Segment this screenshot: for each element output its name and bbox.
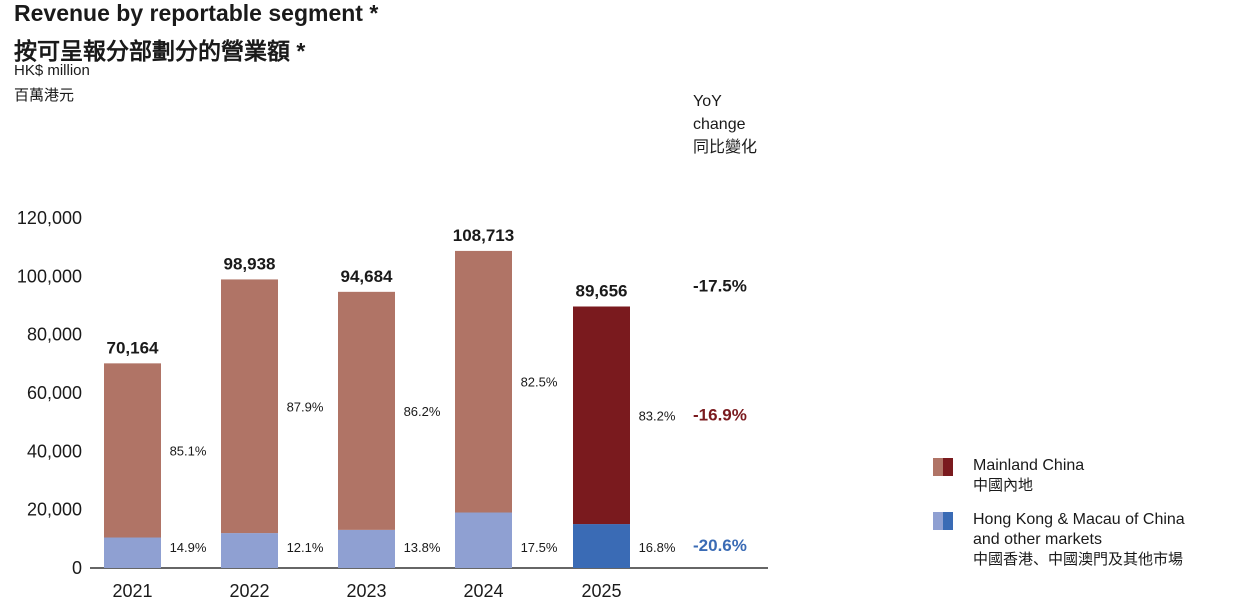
bar-segment-mainland xyxy=(573,306,630,525)
yoy-hk-value: -20.6% xyxy=(693,536,747,555)
yoy-mainland-value: -16.9% xyxy=(693,405,747,424)
bar-segment-mainland xyxy=(104,363,161,538)
share-label-hk: 14.9% xyxy=(170,540,207,555)
bar-total-label: 70,164 xyxy=(107,338,160,357)
share-label-mainland: 87.9% xyxy=(287,399,324,414)
bar-total-label: 89,656 xyxy=(576,282,628,301)
bar-segment-hk xyxy=(573,524,630,568)
share-label-hk: 16.8% xyxy=(639,540,676,555)
bar-segment-hk xyxy=(338,529,395,568)
share-label-mainland: 85.1% xyxy=(170,443,207,458)
y-tick-label: 0 xyxy=(72,558,82,578)
yoy-header-line3: 同比變化 xyxy=(693,139,758,156)
bar-segment-hk xyxy=(221,533,278,568)
y-tick-label: 120,000 xyxy=(17,208,82,228)
legend-label-mainland-zh: 中國內地 xyxy=(973,477,1034,494)
legend-label-hk-zh: 中國香港、中國澳門及其他市場 xyxy=(973,551,1184,568)
x-tick-label: 2021 xyxy=(112,581,152,601)
x-tick-label: 2023 xyxy=(346,581,386,601)
legend-label-hk-en-2: and other markets xyxy=(973,531,1102,548)
legend-label-hk-en-1: Hong Kong & Macau of China xyxy=(973,511,1185,528)
x-tick-label: 2025 xyxy=(581,581,621,601)
bar-segment-hk xyxy=(104,537,161,568)
y-tick-label: 20,000 xyxy=(27,500,82,520)
chart-title-en: Revenue by reportable segment * xyxy=(14,0,379,26)
unit-label-zh: 百萬港元 xyxy=(14,87,75,104)
unit-label-en: HK$ million xyxy=(14,62,90,79)
share-label-hk: 17.5% xyxy=(521,540,558,555)
yoy-header-line2: change xyxy=(693,116,746,133)
share-label-hk: 12.1% xyxy=(287,540,324,555)
yoy-total-value: -17.5% xyxy=(693,277,747,296)
y-tick-label: 80,000 xyxy=(27,325,82,345)
chart-title-zh: 按可呈報分部劃分的營業額 * xyxy=(14,38,306,64)
y-tick-label: 100,000 xyxy=(17,266,82,286)
share-label-mainland: 83.2% xyxy=(639,408,676,423)
bar-segment-mainland xyxy=(338,291,395,530)
yoy-header: YoY change 同比變化 xyxy=(693,90,757,159)
x-tick-label: 2022 xyxy=(229,581,269,601)
legend-swatch-mainland xyxy=(933,458,953,476)
y-tick-label: 60,000 xyxy=(27,383,82,403)
legend-label-mainland-en: Mainland China xyxy=(973,457,1085,474)
bar-total-label: 98,938 xyxy=(224,254,276,273)
legend-swatch-hk xyxy=(933,512,953,530)
share-label-mainland: 82.5% xyxy=(521,375,558,390)
bar-segment-hk xyxy=(455,512,512,568)
bar-total-label: 108,713 xyxy=(453,226,514,245)
bar-segment-mainland xyxy=(455,250,512,513)
yoy-header-line1: YoY xyxy=(693,93,722,110)
share-label-hk: 13.8% xyxy=(404,540,441,555)
bar-segment-mainland xyxy=(221,279,278,534)
bar-total-label: 94,684 xyxy=(341,267,394,286)
y-tick-label: 40,000 xyxy=(27,441,82,461)
x-tick-label: 2024 xyxy=(463,581,503,601)
share-label-mainland: 86.2% xyxy=(404,404,441,419)
